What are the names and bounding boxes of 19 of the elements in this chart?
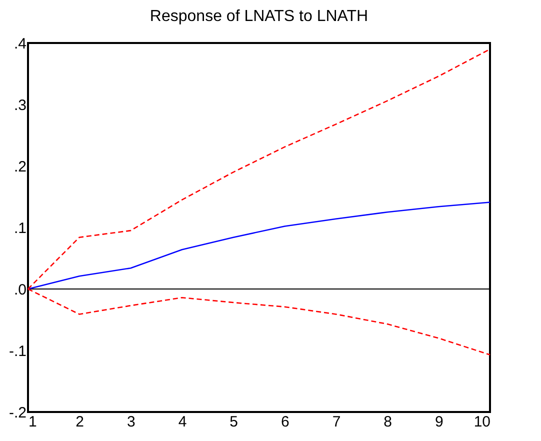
- y-tick-label: .4: [14, 36, 26, 52]
- x-tick-label: 1: [28, 414, 37, 430]
- y-tick-label: .3: [14, 97, 26, 114]
- x-tick-label: 9: [434, 414, 444, 430]
- y-tick-label: -.1: [8, 343, 26, 360]
- chart-title: Response of LNATS to LNATH: [150, 8, 368, 25]
- x-tick-label: 3: [126, 414, 136, 430]
- y-tick-label: -.2: [8, 404, 26, 422]
- x-tick-label: 2: [76, 414, 84, 430]
- x-tick-label: 10: [474, 414, 490, 430]
- y-tick-label: .0: [14, 282, 26, 298]
- x-tick-label: 6: [280, 414, 290, 430]
- y-tick-label: .1: [14, 220, 26, 237]
- x-tick-label: 5: [230, 414, 238, 430]
- y-tick-label: .2: [14, 158, 26, 176]
- x-tick-label: 7: [332, 414, 341, 430]
- line-series: [27, 202, 491, 290]
- x-tick-label: 4: [178, 414, 187, 430]
- x-tick-label: 8: [384, 414, 392, 430]
